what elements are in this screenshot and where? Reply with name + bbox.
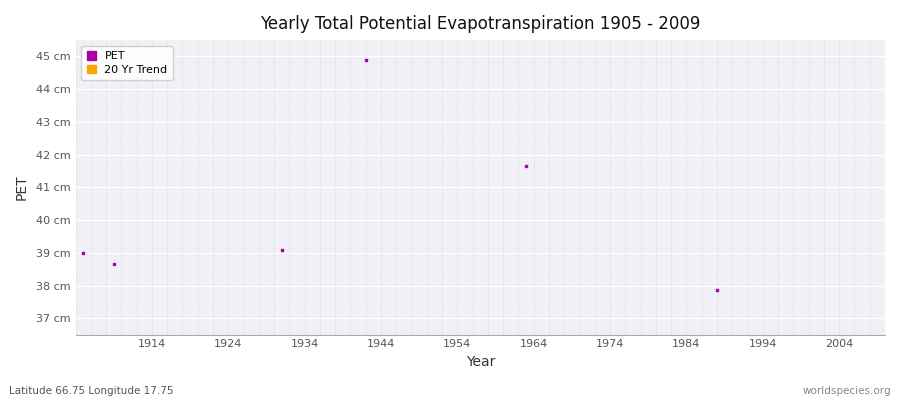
Point [519, 163, 534, 169]
Title: Yearly Total Potential Evapotranspiration 1905 - 2009: Yearly Total Potential Evapotranspiratio… [260, 15, 700, 33]
Point [710, 287, 724, 294]
Legend: PET, 20 Yr Trend: PET, 20 Yr Trend [81, 46, 173, 80]
Point [358, 56, 373, 63]
X-axis label: Year: Year [465, 355, 495, 369]
Point [106, 261, 121, 268]
Point [274, 246, 289, 253]
Y-axis label: PET: PET [15, 174, 29, 200]
Text: worldspecies.org: worldspecies.org [803, 386, 891, 396]
Point [76, 250, 90, 256]
Text: Latitude 66.75 Longitude 17.75: Latitude 66.75 Longitude 17.75 [9, 386, 174, 396]
